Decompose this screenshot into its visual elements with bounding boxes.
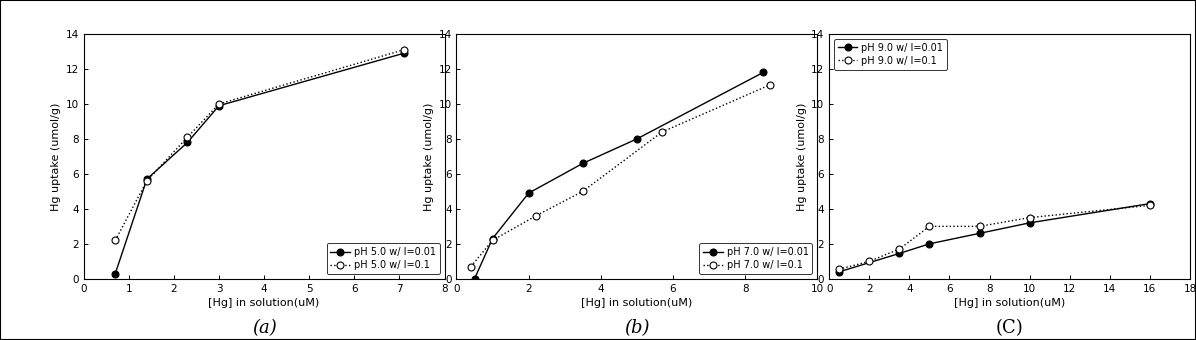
X-axis label: [Hg] in solution(uM): [Hg] in solution(uM): [581, 298, 692, 308]
Line: pH 5.0 w/ I=0.01: pH 5.0 w/ I=0.01: [111, 50, 408, 277]
pH 5.0 w/ I=0.1: [181, 135, 195, 139]
Legend: pH 7.0 w/ I=0.01, pH 7.0 w/ I=0.1: pH 7.0 w/ I=0.01, pH 7.0 w/ I=0.1: [700, 243, 812, 274]
pH 9.0 w/ I=0.01: [1142, 202, 1157, 206]
pH 9.0 w/ I=0.1: [862, 259, 877, 264]
Y-axis label: Hg uptake (umol/g): Hg uptake (umol/g): [51, 102, 61, 210]
pH 5.0 w/ I=0.01: [397, 51, 411, 55]
pH 5.0 w/ I=0.1: [140, 179, 154, 183]
X-axis label: [Hg] in solution(uM): [Hg] in solution(uM): [208, 298, 319, 308]
X-axis label: [Hg] in solution(uM): [Hg] in solution(uM): [954, 298, 1066, 308]
pH 5.0 w/ I=0.1: [212, 102, 226, 106]
pH 9.0 w/ I=0.01: [972, 231, 987, 235]
pH 9.0 w/ I=0.1: [1142, 203, 1157, 207]
pH 9.0 w/ I=0.01: [922, 242, 936, 246]
Line: pH 5.0 w/ I=0.1: pH 5.0 w/ I=0.1: [111, 46, 408, 244]
pH 9.0 w/ I=0.01: [892, 251, 907, 255]
Line: pH 7.0 w/ I=0.01: pH 7.0 w/ I=0.01: [471, 69, 767, 282]
pH 9.0 w/ I=0.1: [892, 247, 907, 251]
pH 9.0 w/ I=0.1: [972, 224, 987, 228]
pH 7.0 w/ I=0.01: [468, 277, 482, 281]
pH 9.0 w/ I=0.01: [1023, 221, 1037, 225]
Text: (a): (a): [251, 319, 276, 337]
Y-axis label: Hg uptake (umol/g): Hg uptake (umol/g): [797, 102, 807, 210]
pH 7.0 w/ I=0.01: [629, 137, 643, 141]
Line: pH 9.0 w/ I=0.1: pH 9.0 w/ I=0.1: [836, 202, 1153, 273]
Text: (b): (b): [624, 319, 649, 337]
pH 9.0 w/ I=0.1: [832, 267, 847, 271]
pH 5.0 w/ I=0.01: [140, 177, 154, 181]
Y-axis label: Hg uptake (umol/g): Hg uptake (umol/g): [425, 102, 434, 210]
pH 5.0 w/ I=0.1: [108, 238, 122, 242]
Line: pH 9.0 w/ I=0.01: pH 9.0 w/ I=0.01: [836, 200, 1153, 275]
pH 7.0 w/ I=0.1: [464, 265, 478, 269]
pH 9.0 w/ I=0.1: [922, 224, 936, 228]
pH 7.0 w/ I=0.1: [529, 214, 543, 218]
pH 7.0 w/ I=0.1: [763, 83, 777, 87]
pH 5.0 w/ I=0.01: [212, 104, 226, 108]
pH 7.0 w/ I=0.1: [486, 238, 500, 242]
pH 9.0 w/ I=0.01: [832, 270, 847, 274]
pH 7.0 w/ I=0.01: [756, 70, 770, 74]
pH 7.0 w/ I=0.01: [521, 191, 536, 195]
Text: (C): (C): [996, 319, 1024, 337]
pH 7.0 w/ I=0.1: [655, 130, 670, 134]
Legend: pH 5.0 w/ I=0.01, pH 5.0 w/ I=0.1: pH 5.0 w/ I=0.01, pH 5.0 w/ I=0.1: [327, 243, 440, 274]
pH 5.0 w/ I=0.01: [181, 140, 195, 144]
pH 7.0 w/ I=0.1: [575, 189, 590, 193]
pH 7.0 w/ I=0.01: [575, 162, 590, 166]
pH 5.0 w/ I=0.1: [397, 48, 411, 52]
pH 5.0 w/ I=0.01: [108, 272, 122, 276]
Line: pH 7.0 w/ I=0.1: pH 7.0 w/ I=0.1: [468, 81, 774, 270]
pH 7.0 w/ I=0.01: [486, 237, 500, 241]
pH 9.0 w/ I=0.1: [1023, 216, 1037, 220]
Legend: pH 9.0 w/ I=0.01, pH 9.0 w/ I=0.1: pH 9.0 w/ I=0.01, pH 9.0 w/ I=0.1: [834, 39, 947, 70]
